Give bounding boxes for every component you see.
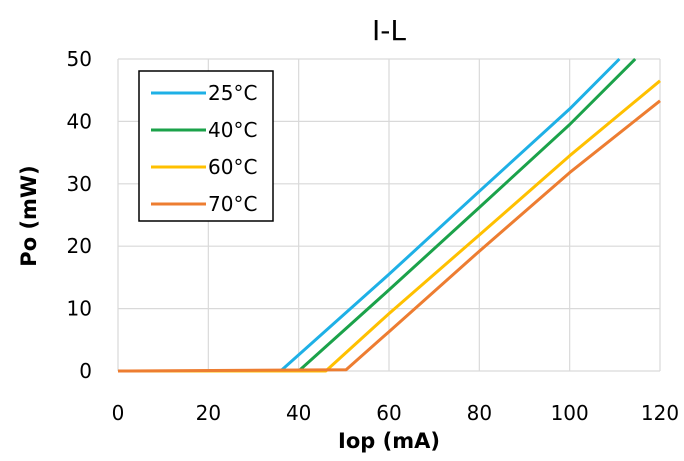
chart-title: I-L [372, 14, 406, 47]
legend-label: 60°C [208, 155, 257, 179]
series-lines [117, 57, 661, 373]
x-tick-label: 120 [641, 401, 679, 425]
y-tick-label: 20 [67, 234, 92, 258]
legend-box [138, 70, 274, 222]
y-tick-label: 40 [67, 109, 92, 133]
y-axis-label: Po (mW) [17, 165, 41, 266]
y-tick-label: 50 [67, 47, 92, 71]
x-tick-label: 20 [196, 401, 221, 425]
y-tick-label: 0 [79, 359, 92, 383]
legend-label: 25°C [208, 81, 257, 105]
y-tick-label: 10 [67, 297, 92, 321]
x-tick-label: 0 [112, 401, 125, 425]
x-tick-label: 80 [467, 401, 492, 425]
legend: 25°C 40°C 60°C 70°C [138, 70, 274, 222]
legend-label: 70°C [208, 192, 257, 216]
x-tick-label: 100 [551, 401, 589, 425]
x-axis-label: Iop (mA) [338, 429, 440, 453]
x-tick-labels: 0 20 40 60 80 100 120 [112, 401, 679, 425]
x-tick-label: 40 [286, 401, 311, 425]
x-tick-label: 60 [376, 401, 401, 425]
series-line-3 [117, 99, 661, 373]
y-tick-label: 30 [67, 172, 92, 196]
legend-label: 40°C [208, 118, 257, 142]
y-tick-labels: 0 10 20 30 40 50 [67, 47, 92, 383]
